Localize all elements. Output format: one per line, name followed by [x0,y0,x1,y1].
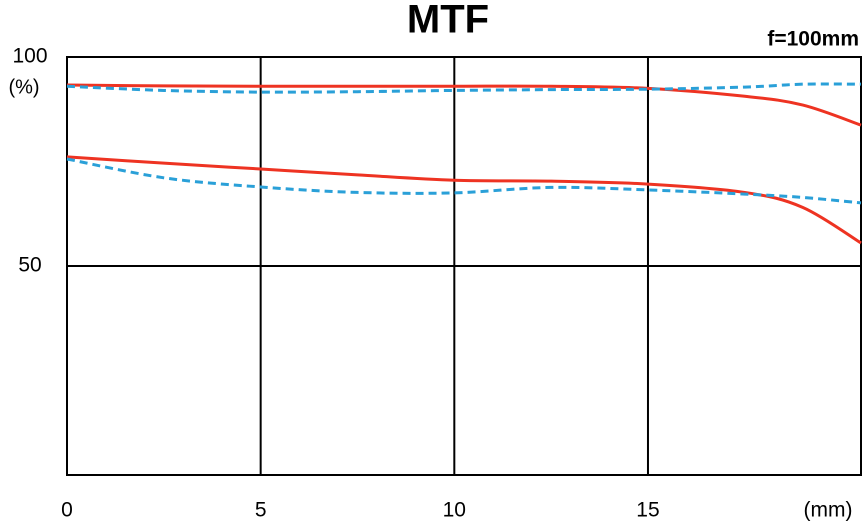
x-tick-label: 5 [255,499,267,522]
series-line [66,157,862,205]
x-tick-label: 0 [61,499,73,522]
y-tick-label: 50 [18,254,41,277]
chart-subtitle: f=100mm [767,28,859,51]
x-tick-label: 10 [443,499,466,522]
series-line [66,82,862,94]
plot-frame [66,56,862,476]
x-tick-label: 15 [636,499,659,522]
series-line [66,83,862,127]
x-axis-label: (mm) [804,499,853,522]
series-line [66,155,862,245]
y-axis-label: (%) [8,76,39,98]
chart-title: MTF [407,0,489,42]
y-tick-label: 100 [12,45,47,68]
